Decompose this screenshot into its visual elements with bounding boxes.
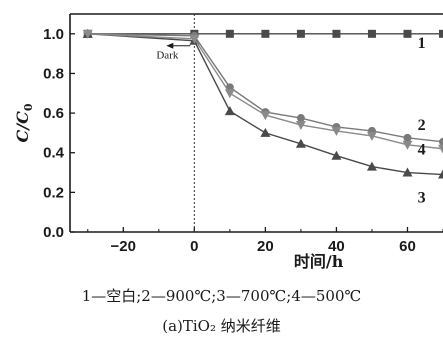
data-point-3 (438, 169, 443, 179)
data-point-4 (260, 111, 271, 121)
data-point-1 (225, 29, 234, 38)
figure-caption: (a)TiO₂ 纳米纤维 (162, 317, 281, 335)
series-legend: 1—空白;2—900℃;3—700℃;4—500℃ (81, 287, 362, 305)
data-point-4 (82, 29, 93, 39)
data-point-1 (403, 29, 412, 38)
data-point-1 (332, 29, 341, 38)
data-point-4 (224, 89, 235, 99)
data-point-4 (366, 131, 377, 141)
series-line-3 (87, 33, 443, 176)
series-label-1: 1 (418, 35, 426, 52)
data-point-3 (295, 138, 306, 148)
data-point-4 (331, 126, 342, 136)
x-tick-label: 20 (257, 238, 274, 255)
data-point-4 (438, 144, 443, 154)
y-tick-label: 0.6 (43, 105, 64, 122)
series-label-4: 4 (418, 142, 426, 159)
series-layer (82, 28, 443, 179)
data-point-3 (331, 150, 342, 160)
data-point-1 (296, 29, 305, 38)
y-tick-label: 0.8 (43, 65, 64, 82)
dark-arrow-head (166, 42, 174, 49)
series-label-3: 3 (418, 189, 426, 206)
data-point-4 (189, 34, 200, 44)
data-point-4 (295, 120, 306, 130)
data-point-1 (439, 29, 443, 38)
x-tick-label: 40 (328, 238, 345, 255)
data-point-4 (402, 140, 413, 150)
series-label-2: 2 (418, 117, 426, 134)
y-tick-label: 0.0 (43, 224, 64, 241)
data-point-2 (403, 133, 412, 142)
data-point-2 (296, 114, 305, 123)
axes (69, 13, 443, 233)
data-point-3 (366, 161, 377, 171)
y-tick-label: 0.2 (43, 184, 64, 201)
y-tick-label: 0.4 (43, 145, 65, 162)
dark-annotation: Dark (156, 50, 178, 62)
y-tick-label: 1.0 (43, 26, 64, 43)
y-axis-title: C/C0 (13, 103, 35, 142)
line-chart: 0.0 0.2 0.4 0.6 0.8 1.0 −20 0 20 40 60 Dark 时间/h C/C0… (13, 13, 443, 271)
data-point-3 (402, 167, 413, 177)
series-line-2 (87, 33, 443, 143)
data-point-1 (367, 29, 376, 38)
x-axis-title: 时间/h (294, 252, 344, 271)
data-point-1 (261, 29, 270, 38)
x-tick-label: 0 (190, 238, 198, 255)
labels-layer: 0.0 0.2 0.4 0.6 0.8 1.0 −20 0 20 40 60 Dark 时间/h C/C0… (13, 26, 426, 271)
data-point-3 (260, 127, 271, 137)
x-tick-label: 60 (399, 238, 416, 255)
data-point-2 (439, 137, 443, 146)
x-tick-label: −20 (111, 238, 136, 255)
data-point-3 (224, 106, 235, 116)
